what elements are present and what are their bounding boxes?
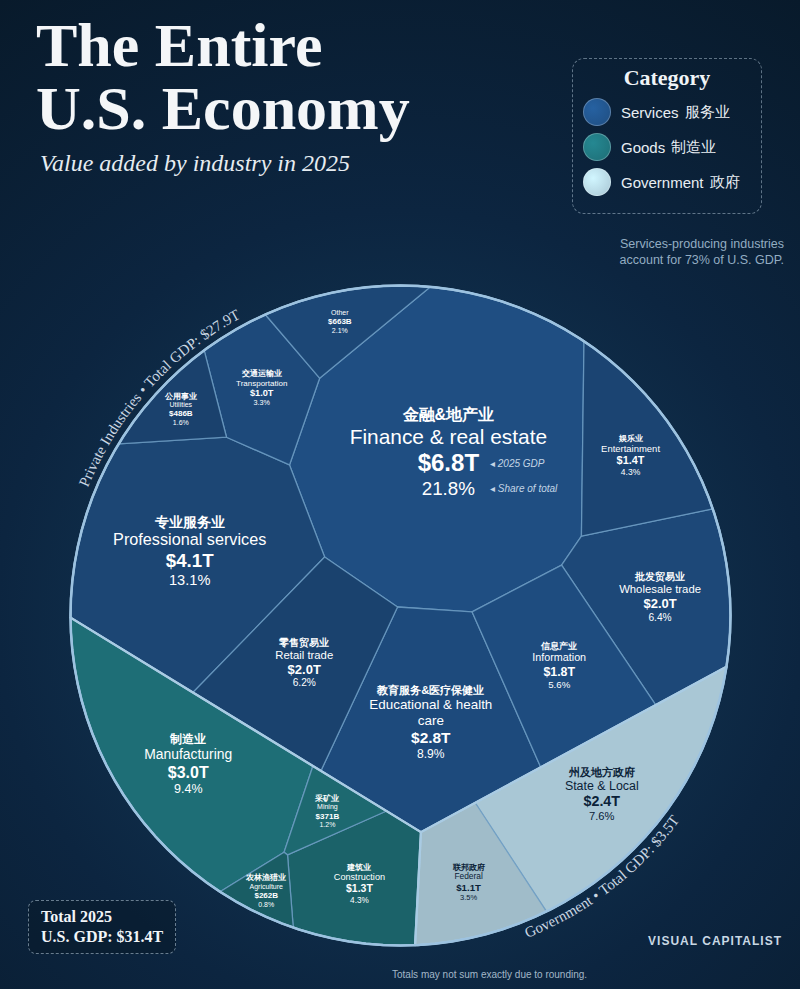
svg-text:◂ 2025 GDP: ◂ 2025 GDP [490, 458, 545, 469]
svg-text:1.2%: 1.2% [319, 821, 335, 828]
svg-text:◂ Share of total: ◂ Share of total [490, 483, 558, 494]
svg-text:Agriculture: Agriculture [250, 883, 284, 891]
svg-text:批发贸易业: 批发贸易业 [634, 571, 685, 582]
html-text:Services 服务业: Services 服务业 [621, 102, 730, 121]
svg-text:Mining: Mining [317, 803, 338, 811]
svg-text:$4.1T: $4.1T [166, 550, 214, 571]
svg-text:$2.8T: $2.8T [411, 729, 451, 746]
svg-text:Professional services: Professional services [113, 530, 266, 548]
svg-text:Entertainment: Entertainment [601, 443, 660, 454]
svg-text:专业服务业: 专业服务业 [154, 514, 225, 530]
svg-text:Utilities: Utilities [170, 401, 193, 408]
svg-text:$1.4T: $1.4T [617, 454, 645, 466]
html-text:Goods 制造业: Goods 制造业 [621, 137, 717, 156]
svg-text:联邦政府: 联邦政府 [452, 862, 485, 872]
svg-text:公用事业: 公用事业 [164, 392, 197, 401]
svg-text:$2.4T: $2.4T [584, 793, 621, 809]
svg-text:3.5%: 3.5% [460, 893, 477, 902]
svg-text:零售贸易业: 零售贸易业 [279, 637, 329, 648]
svg-text:7.6%: 7.6% [589, 810, 615, 822]
html-text:Totals may not sum exactly due: Totals may not sum exactly due to roundi… [392, 969, 588, 980]
svg-text:6.2%: 6.2% [293, 677, 316, 688]
svg-text:$6.8T: $6.8T [418, 449, 480, 476]
svg-text:$2.0T: $2.0T [643, 596, 676, 611]
svg-text:Manufacturing: Manufacturing [144, 746, 232, 762]
svg-text:Wholesale trade: Wholesale trade [619, 583, 701, 595]
svg-text:Federal: Federal [454, 871, 483, 881]
svg-text:4.3%: 4.3% [350, 896, 369, 905]
svg-text:建筑业: 建筑业 [346, 863, 371, 872]
svg-text:21.8%: 21.8% [422, 478, 476, 499]
svg-text:金融&地产业: 金融&地产业 [402, 406, 495, 423]
svg-text:Private Industries • Total GDP: Private Industries • Total GDP: $27.9T [76, 306, 242, 489]
svg-text:6.4%: 6.4% [648, 612, 671, 623]
svg-text:8.9%: 8.9% [417, 747, 445, 761]
html-text:Category: Category [623, 65, 711, 90]
html-text:The Entire U.S. Economy: The Entire U.S. Economy [36, 11, 410, 143]
svg-text:Educational & health: Educational & health [369, 697, 492, 712]
svg-text:信息产业: 信息产业 [540, 641, 577, 651]
svg-text:$2.0T: $2.0T [288, 662, 321, 677]
svg-text:制造业: 制造业 [169, 732, 206, 746]
svg-text:$371B: $371B [316, 812, 340, 821]
svg-text:州及地方政府: 州及地方政府 [568, 766, 635, 778]
svg-text:9.4%: 9.4% [174, 782, 202, 796]
svg-text:Transportation: Transportation [236, 379, 287, 388]
svg-text:$1.1T: $1.1T [456, 882, 481, 893]
html-text:Total 2025: Total 2025 [41, 908, 112, 925]
svg-text:娱乐业: 娱乐业 [618, 434, 643, 443]
svg-text:1.6%: 1.6% [173, 419, 189, 426]
svg-text:$3.0T: $3.0T [168, 764, 209, 781]
svg-text:Finance & real estate: Finance & real estate [350, 425, 547, 448]
svg-text:13.1%: 13.1% [169, 572, 210, 588]
html-text:U.S. GDP: $31.4T: U.S. GDP: $31.4T [41, 928, 164, 945]
svg-text:State & Local: State & Local [565, 779, 639, 793]
svg-text:采矿业: 采矿业 [314, 793, 339, 803]
svg-text:Government • Total GDP: $3.5T: Government • Total GDP: $3.5T [522, 812, 682, 940]
svg-text:2.1%: 2.1% [332, 327, 348, 334]
svg-text:5.6%: 5.6% [548, 679, 570, 690]
svg-text:$1.0T: $1.0T [250, 388, 274, 398]
svg-text:$262B: $262B [254, 891, 278, 900]
svg-text:农林渔猎业: 农林渔猎业 [245, 873, 286, 882]
svg-text:Other: Other [331, 309, 349, 316]
svg-text:教育服务&医疗保健业: 教育服务&医疗保健业 [376, 684, 484, 696]
svg-text:3.3%: 3.3% [253, 398, 270, 407]
svg-text:Retail trade: Retail trade [275, 649, 333, 661]
svg-text:0.8%: 0.8% [258, 901, 274, 908]
svg-text:care: care [418, 713, 444, 728]
svg-text:$1.3T: $1.3T [346, 882, 373, 894]
svg-text:$1.8T: $1.8T [543, 665, 575, 679]
html-text:VISUAL CAPITALIST: VISUAL CAPITALIST [648, 934, 782, 948]
svg-text:交通运输业: 交通运输业 [241, 368, 282, 378]
svg-text:4.3%: 4.3% [621, 467, 641, 477]
html-text:Government 政府: Government 政府 [621, 172, 740, 191]
svg-text:Construction: Construction [334, 872, 385, 882]
html-text:Services-producing industries: Services-producing industries account fo… [619, 237, 784, 268]
svg-text:Information: Information [532, 651, 586, 663]
svg-text:$486B: $486B [169, 409, 193, 418]
svg-text:$663B: $663B [328, 317, 352, 326]
html-text:Value added by industry in 202: Value added by industry in 2025 [40, 150, 350, 176]
